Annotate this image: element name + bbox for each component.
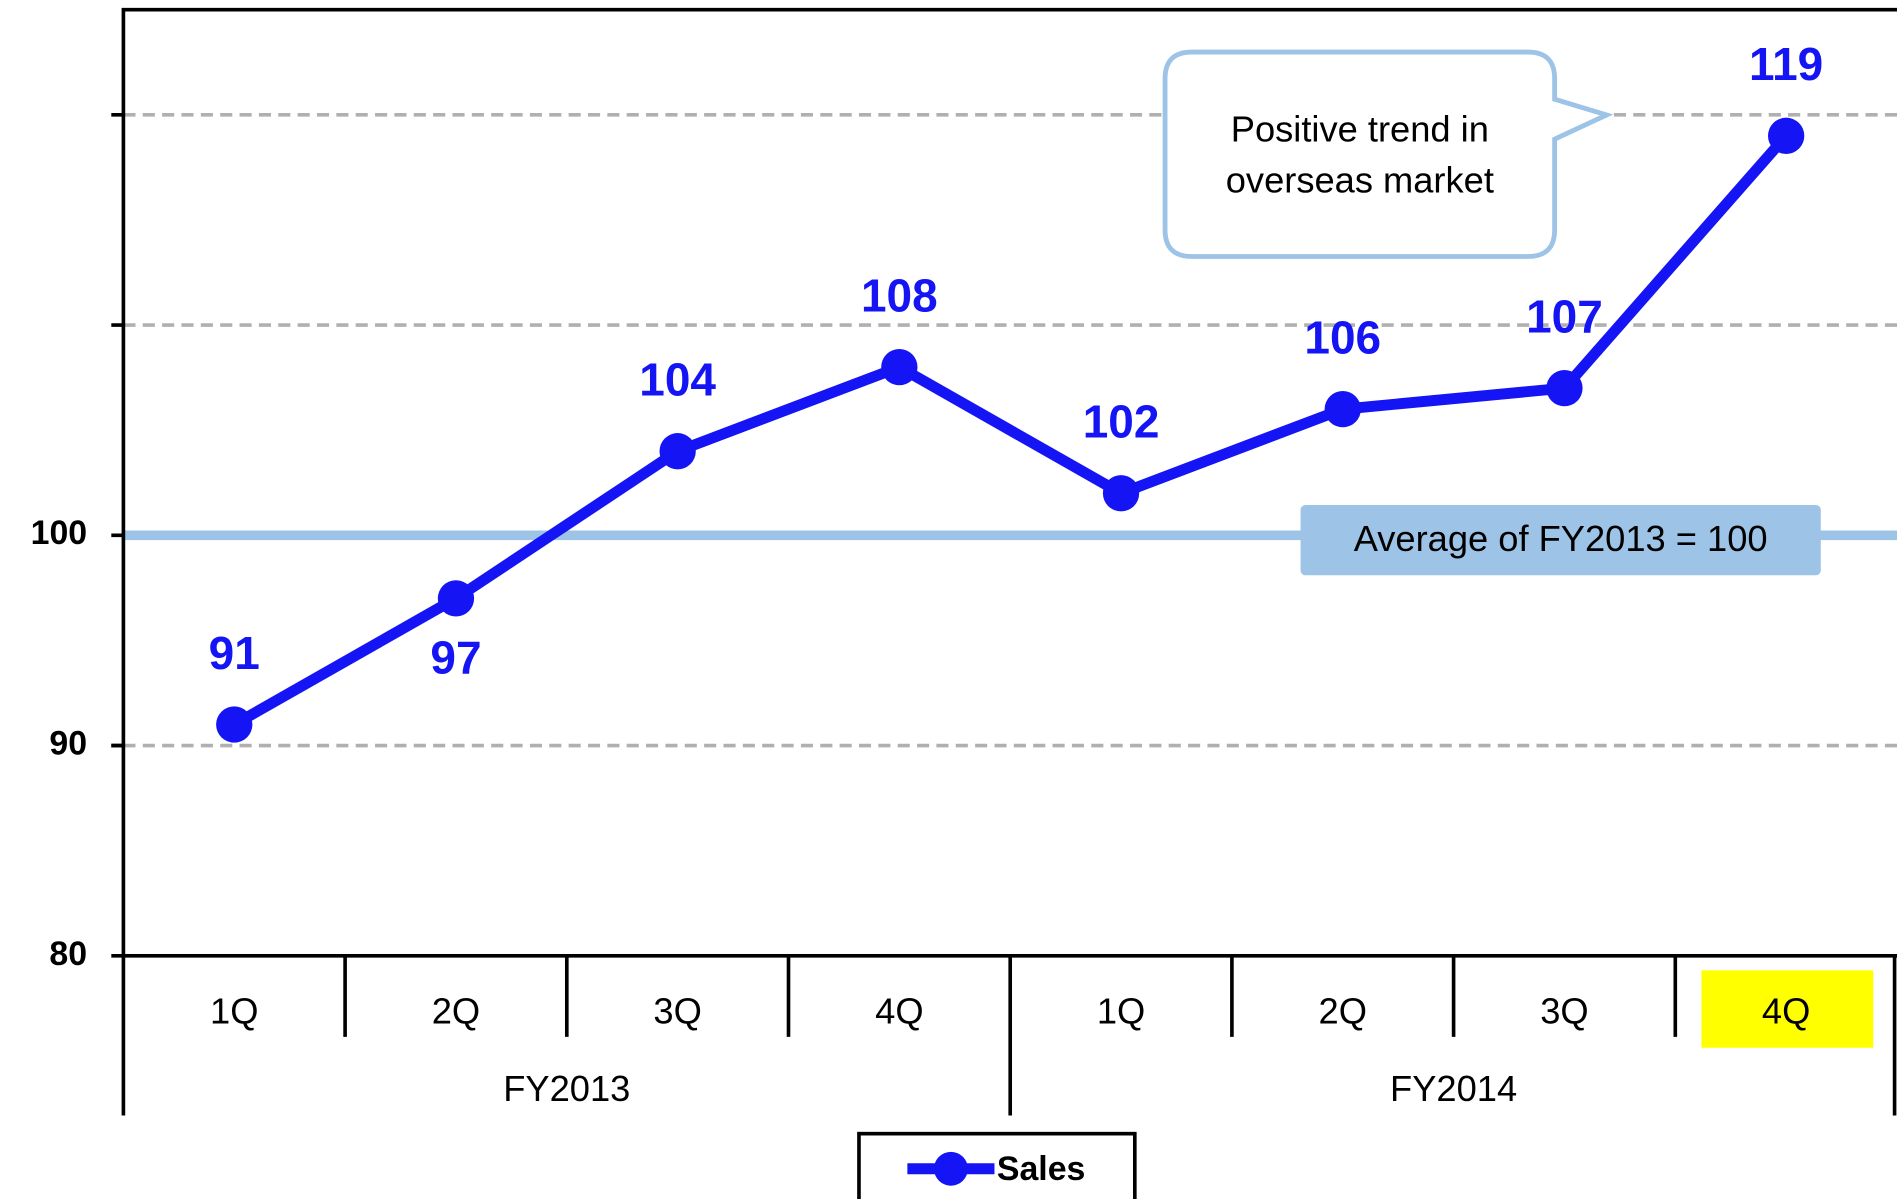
data-label: 106 <box>1304 312 1381 364</box>
x-tick-label: 4Q <box>875 990 923 1031</box>
group-label: FY2014 <box>1390 1068 1517 1109</box>
data-label: 107 <box>1526 291 1603 343</box>
y-tick-label: 90 <box>49 725 87 763</box>
callout-text: overseas market <box>1226 159 1494 200</box>
legend-marker <box>933 1151 968 1186</box>
point <box>659 433 696 470</box>
x-tick-label: 3Q <box>653 990 701 1031</box>
highlight <box>1701 970 1874 1048</box>
point <box>1324 391 1361 428</box>
data-label: 97 <box>430 631 481 683</box>
plot-frame <box>121 7 1897 958</box>
x-tick-label: 1Q <box>210 990 258 1031</box>
data-label: 91 <box>209 627 260 679</box>
data-label: 108 <box>861 269 938 321</box>
group-label: FY2013 <box>503 1068 630 1109</box>
x-tick-label: 4Q <box>1762 990 1810 1031</box>
x-tick-label: 2Q <box>1319 990 1367 1031</box>
reference-label-box <box>1300 505 1821 576</box>
callout-text: Positive trend in <box>1231 108 1489 149</box>
x-tick-label: 2Q <box>432 990 480 1031</box>
legend-box <box>857 1131 1137 1199</box>
data-label: 104 <box>639 354 716 406</box>
data-label: 119 <box>1749 38 1823 90</box>
point <box>437 580 475 617</box>
y-tick-label: 100 <box>31 514 87 552</box>
y-tick-label: 80 <box>49 935 87 973</box>
point <box>881 348 918 386</box>
legend-label: Sales <box>997 1150 1085 1188</box>
callout <box>1162 49 1614 259</box>
x-tick-label: 3Q <box>1540 990 1588 1031</box>
point <box>1768 117 1805 154</box>
reference-label: Average of FY2013 = 100 <box>1354 518 1768 559</box>
point <box>1546 369 1583 407</box>
point <box>216 706 253 743</box>
point <box>1102 475 1140 512</box>
data-label: 102 <box>1083 396 1160 448</box>
series-line <box>231 132 1791 730</box>
x-tick-label: 1Q <box>1097 990 1145 1031</box>
